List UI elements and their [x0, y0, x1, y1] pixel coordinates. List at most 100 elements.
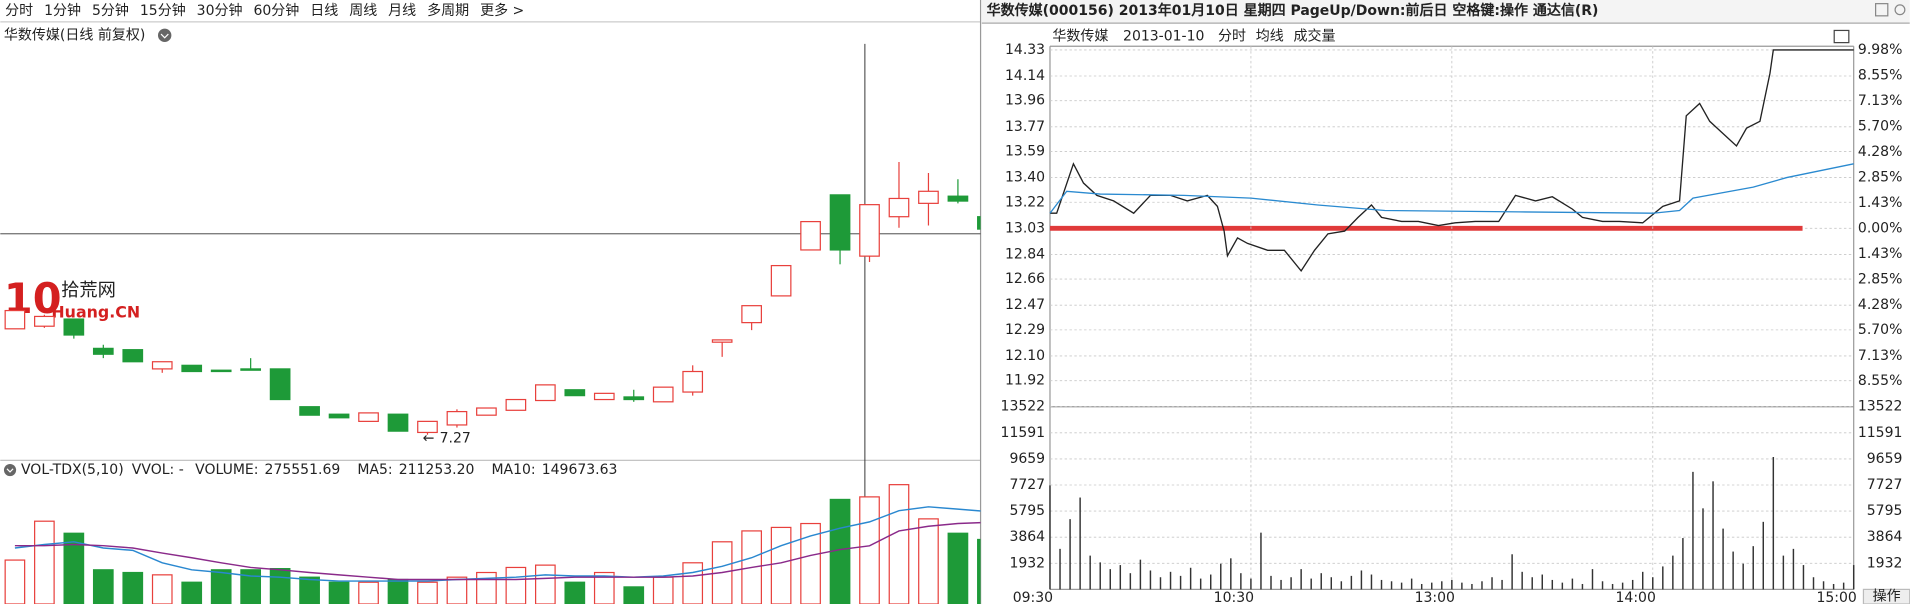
- y-tick-label: 13.03: [1005, 220, 1045, 236]
- y2-tick-label: 8.55%: [1858, 67, 1902, 83]
- indicator-icon[interactable]: [3, 463, 17, 477]
- volume-tick-label: 5795: [1867, 503, 1903, 519]
- volume-bar: [977, 538, 981, 604]
- volume-bar: [34, 520, 55, 604]
- candle-body: [947, 195, 969, 202]
- toolbar-tab[interactable]: 周线: [349, 3, 377, 19]
- toolbar-tab[interactable]: 15分钟: [140, 2, 186, 19]
- candle-body: [63, 318, 85, 336]
- volume-bar: [535, 564, 556, 604]
- volume-tick-label: 11591: [1858, 425, 1903, 441]
- candle-body: [888, 197, 910, 218]
- window-titlebar: [981, 0, 1910, 24]
- volume-tick-label: 13522: [1858, 399, 1903, 415]
- x-tick-label: 13:00: [1415, 590, 1455, 604]
- y-tick-label: 11.92: [1005, 373, 1045, 389]
- candle-body: [210, 369, 232, 373]
- y2-tick-label: 0.00%: [1858, 220, 1902, 236]
- toolbar-tab[interactable]: 月线: [388, 3, 416, 19]
- y-tick-label: 13.77: [1005, 119, 1045, 135]
- x-tick-label: 14:00: [1616, 590, 1656, 604]
- candle-body: [623, 396, 645, 401]
- candle-body: [564, 389, 586, 397]
- x-tick-label: 10:30: [1214, 590, 1254, 604]
- toolbar-tab[interactable]: 60分钟: [253, 2, 299, 19]
- y-tick-label: 13.22: [1005, 194, 1045, 210]
- panel-toggle[interactable]: [1833, 29, 1850, 44]
- volume-bar: [181, 581, 203, 604]
- candle-body: [770, 264, 792, 297]
- y2-tick-label: 1.43%: [1858, 195, 1902, 211]
- volume-bar: [328, 581, 350, 604]
- logo-site: Huang.CN: [51, 302, 140, 321]
- volume-tick-label: 7727: [1009, 477, 1045, 493]
- y-tick-label: 12.10: [1005, 348, 1045, 364]
- toolbar-tab[interactable]: 5分钟: [92, 2, 129, 19]
- volume-tick-label: 11591: [1001, 425, 1046, 441]
- action-button-label[interactable]: 操作: [1873, 589, 1901, 604]
- y-tick-label: 12.47: [1005, 297, 1045, 313]
- volume-bar: [417, 581, 438, 604]
- y-tick-label: 12.29: [1005, 322, 1045, 338]
- volume-bar: [269, 568, 291, 604]
- volume-bar: [682, 562, 704, 604]
- volume-bar: [505, 566, 527, 604]
- volume-bar: [387, 578, 409, 604]
- candle-body: [476, 407, 497, 416]
- volume-bar: [299, 576, 320, 604]
- candle-body: [535, 384, 556, 402]
- intraday-date: 2013-01-10: [1123, 29, 1204, 45]
- volume-bar: [92, 569, 114, 604]
- logo-name: 拾荒网: [61, 280, 116, 301]
- toolbar-tab[interactable]: 分时: [5, 3, 33, 19]
- y2-tick-label: 7.13%: [1858, 93, 1902, 109]
- y-tick-label: 14.33: [1005, 42, 1045, 58]
- window-button[interactable]: [1894, 4, 1906, 16]
- volume-bar: [770, 526, 792, 604]
- candle-body: [122, 349, 144, 363]
- volume-bar: [652, 576, 674, 604]
- y-tick-label: 14.14: [1005, 68, 1045, 84]
- volume-tick-label: 3864: [1867, 529, 1903, 545]
- readout-value: 149673.63: [542, 462, 618, 478]
- series-name: 均线: [1256, 29, 1284, 45]
- volume-tick-label: 9659: [1867, 451, 1903, 467]
- candle-body: [181, 364, 203, 373]
- toolbar-tab[interactable]: 更多 >: [480, 2, 524, 19]
- candle-body: [800, 220, 821, 251]
- indicator-name: VOL-TDX(5,10): [21, 462, 124, 478]
- volume-bar: [446, 576, 468, 604]
- y-tick-label: 13.96: [1005, 93, 1045, 109]
- x-tick-label: 15:00: [1816, 590, 1856, 604]
- candle-body: [918, 190, 939, 204]
- volume-bar: [564, 581, 586, 604]
- candle-body: [299, 406, 320, 416]
- readout-label: VOLUME:: [195, 462, 258, 478]
- candle-body: [741, 305, 762, 324]
- candle-body: [505, 398, 527, 411]
- candle-body: [446, 410, 468, 426]
- daily-candles: [4, 161, 981, 435]
- daily-volume: [4, 484, 981, 604]
- toolbar-tab[interactable]: 30分钟: [197, 2, 243, 19]
- candle-body: [92, 347, 114, 355]
- candle-body: [387, 413, 409, 432]
- y2-tick-label: 1.43%: [1858, 246, 1902, 262]
- volume-bar: [358, 581, 379, 604]
- window-button[interactable]: [1875, 3, 1889, 17]
- y2-tick-label: 5.70%: [1858, 322, 1902, 338]
- candle-body: [240, 368, 262, 371]
- toolbar-tab[interactable]: 多周期: [427, 2, 469, 19]
- candle-body: [977, 216, 981, 230]
- y-tick-label: 13.40: [1005, 170, 1045, 186]
- toolbar-tab[interactable]: 1分钟: [44, 2, 81, 19]
- toolbar-tab[interactable]: 日线: [310, 3, 338, 19]
- candle-body: [652, 386, 674, 403]
- y2-tick-label: 5.70%: [1858, 118, 1902, 134]
- dropdown-icon[interactable]: [157, 28, 172, 43]
- volume-bar: [888, 484, 910, 604]
- y-tick-label: 13.59: [1005, 143, 1045, 159]
- candle-body: [151, 361, 173, 370]
